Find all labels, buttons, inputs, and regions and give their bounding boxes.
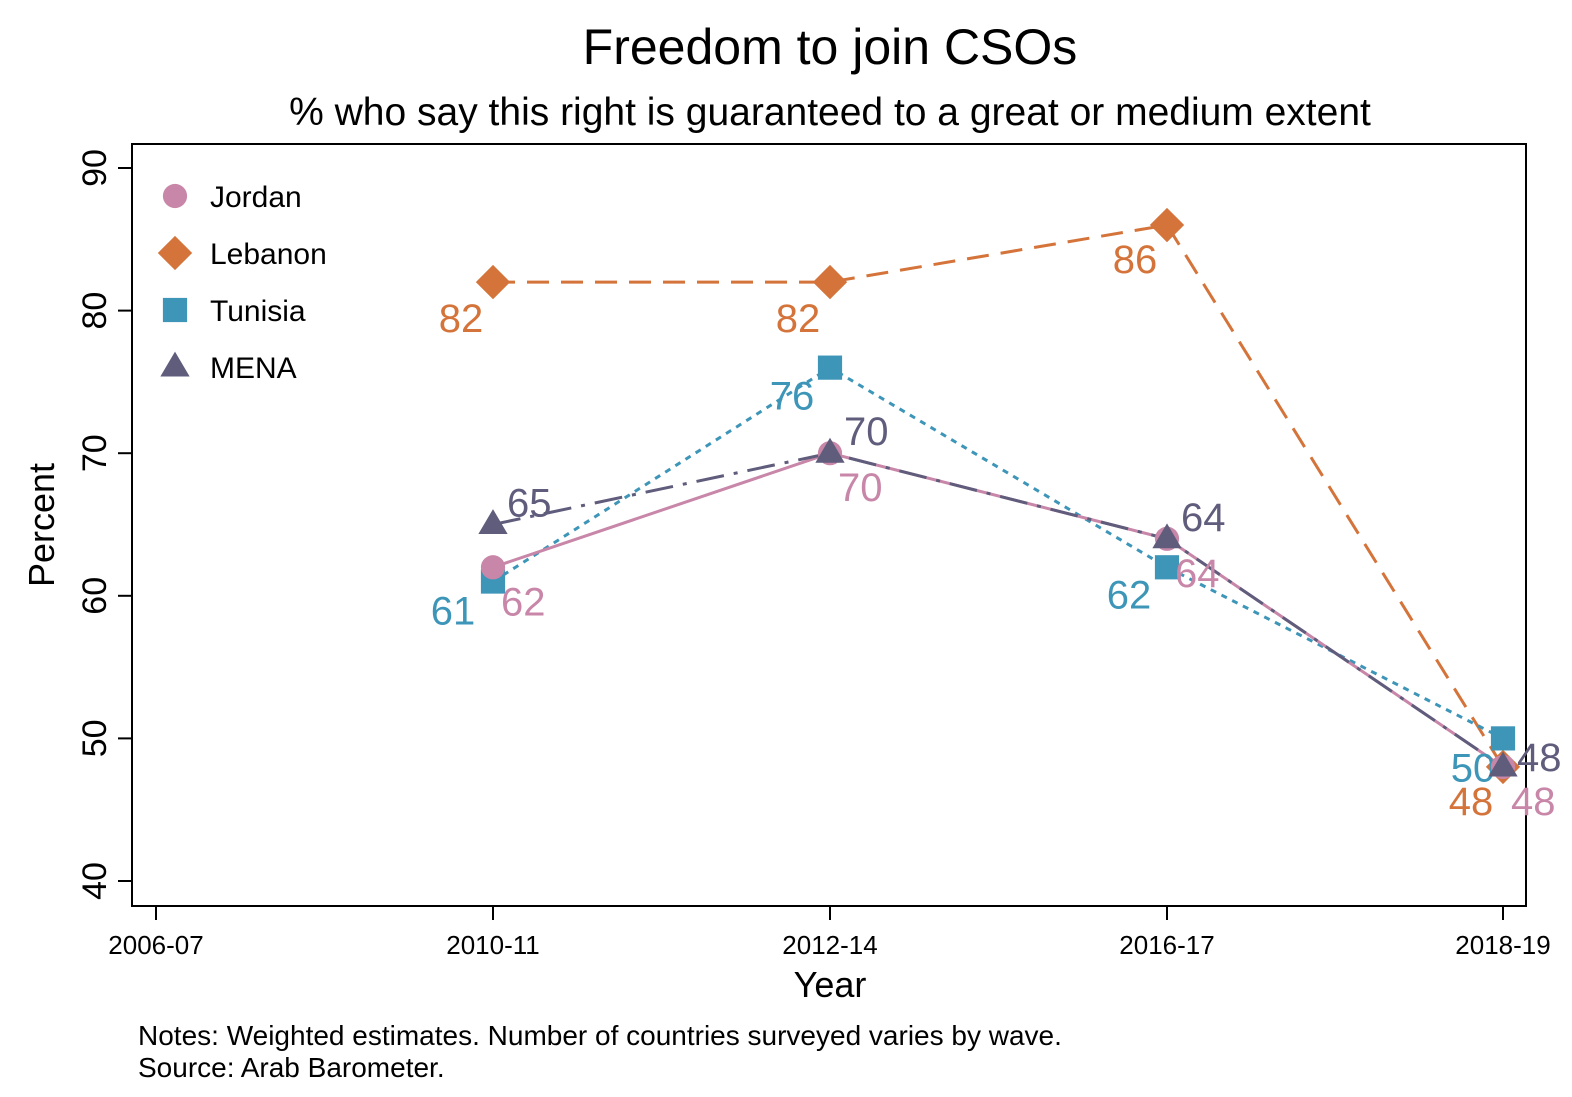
data-point-lebanon — [1149, 207, 1185, 243]
chart-subtitle: % who say this right is guaranteed to a … — [289, 91, 1371, 134]
data-label-lebanon: 82 — [439, 297, 484, 341]
notes-line: Notes: Weighted estimates. Number of cou… — [138, 1020, 1062, 1051]
data-label-tunisia: 76 — [770, 375, 815, 419]
legend-marker-tunisia — [162, 297, 188, 323]
data-point-tunisia — [817, 355, 843, 380]
data-label-mena: 70 — [844, 410, 889, 454]
legend-marker-mena — [160, 351, 190, 377]
series-line-lebanon — [493, 223, 1505, 768]
data-label-tunisia: 62 — [1107, 573, 1152, 617]
y-tick-label: 60 — [76, 577, 114, 615]
data-label-lebanon: 82 — [776, 297, 821, 341]
series-layer: 82 82 86 48 61 76 62 50 62 70 64 48 65 70 64 48 — [431, 207, 1562, 824]
series-line-jordan — [492, 451, 1504, 769]
data-label-mena: 64 — [1181, 496, 1226, 540]
x-axis: 2006-07 2010-11 2012-14 2016-17 2018-19 — [108, 906, 1551, 960]
data-label-lebanon: 48 — [1449, 780, 1494, 824]
data-label-mena: 48 — [1517, 736, 1562, 780]
x-tick-label: 2006-07 — [108, 930, 203, 960]
x-tick-label: 2018-19 — [1455, 930, 1550, 960]
chart-title: Freedom to join CSOs — [583, 19, 1078, 75]
data-point-tunisia — [1490, 726, 1516, 751]
x-tick-label: 2016-17 — [1119, 930, 1214, 960]
legend-label: Jordan — [210, 181, 302, 214]
legend: Jordan Lebanon Tunisia MENA — [157, 181, 327, 385]
legend-marker-jordan — [162, 183, 188, 209]
y-axis: 40 50 60 70 80 90 — [76, 149, 132, 900]
data-point-jordan — [480, 555, 506, 580]
plot-area — [131, 143, 1527, 907]
notes: Notes: Weighted estimates. Number of cou… — [138, 1020, 1062, 1084]
source-line: Source: Arab Barometer. — [138, 1052, 445, 1083]
y-tick-label: 40 — [76, 862, 114, 900]
x-tick-label: 2010-11 — [446, 930, 540, 960]
data-label-jordan: 64 — [1175, 552, 1220, 596]
data-point-mena — [478, 509, 508, 535]
y-tick-label: 80 — [76, 292, 114, 330]
data-point-tunisia — [1154, 555, 1180, 580]
y-tick-label: 50 — [76, 719, 114, 757]
x-axis-label: Year — [794, 964, 867, 1005]
data-label-jordan: 70 — [838, 466, 883, 510]
data-point-mena — [815, 437, 845, 463]
data-point-mena — [1488, 751, 1518, 777]
data-label-tunisia: 61 — [431, 590, 476, 634]
data-point-lebanon — [475, 264, 511, 300]
legend-label: Tunisia — [210, 295, 306, 328]
data-label-tunisia: 50 — [1451, 746, 1496, 790]
legend-label: Lebanon — [210, 238, 327, 271]
series-line-mena — [492, 451, 1504, 769]
data-point-mena — [1152, 523, 1182, 549]
legend-marker-lebanon — [157, 235, 193, 271]
legend-label: MENA — [210, 352, 297, 385]
series-line-tunisia — [492, 365, 1504, 740]
y-tick-label: 90 — [76, 149, 114, 187]
data-label-lebanon: 86 — [1113, 238, 1158, 282]
data-label-jordan: 62 — [501, 580, 546, 624]
y-tick-label: 70 — [76, 434, 114, 472]
y-axis-label: Percent — [21, 463, 62, 587]
data-label-jordan: 48 — [1511, 780, 1556, 824]
data-label-mena: 65 — [507, 482, 552, 526]
x-tick-label: 2012-14 — [782, 930, 877, 960]
data-point-lebanon — [812, 264, 848, 300]
